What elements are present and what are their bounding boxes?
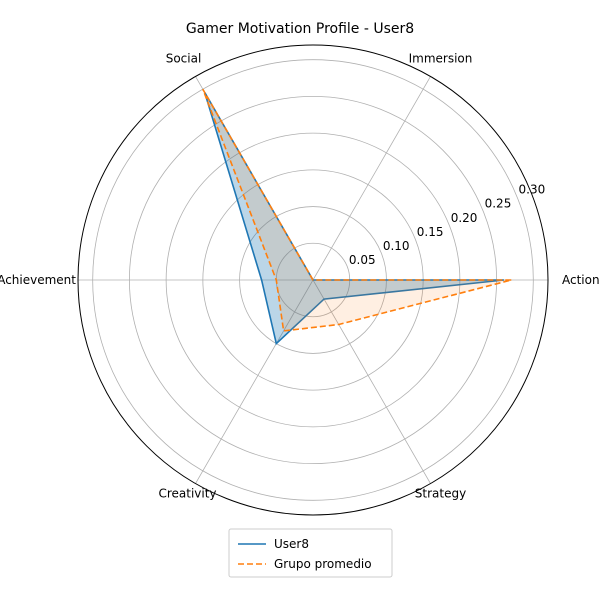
series-fill-user8 (204, 92, 504, 344)
chart-title: Gamer Motivation Profile - User8 (186, 21, 414, 37)
radial-tick-label: 0.25 (485, 197, 512, 211)
category-label-strategy: Strategy (415, 487, 466, 501)
legend-box (228, 528, 393, 578)
radial-tick-label: 0.15 (417, 225, 444, 239)
series-line-grupo-promedio (202, 88, 512, 332)
legend: User8 Grupo promedio (228, 528, 393, 578)
spoke-creativity (195, 279, 314, 484)
radar-labels: Action Immersion Social Achievement Creativi… (0, 51, 600, 500)
category-label-achievement: Achievement (0, 273, 76, 287)
radial-tick-label: 0.30 (519, 183, 546, 197)
radar-series (202, 88, 512, 346)
spoke-strategy (312, 279, 431, 484)
category-label-creativity: Creativity (158, 487, 216, 501)
legend-label-user8: User8 (274, 537, 309, 551)
category-label-action: Action (562, 273, 600, 287)
radial-tick-label: 0.10 (383, 239, 410, 253)
outer-frame (77, 44, 549, 516)
radial-tick-label: 0.05 (349, 253, 376, 267)
radial-tick-label: 0.20 (451, 211, 478, 225)
legend-label-grupo-promedio: Grupo promedio (274, 557, 372, 571)
spoke-immersion (312, 76, 431, 281)
category-label-immersion: Immersion (409, 51, 473, 65)
category-label-social: Social (166, 51, 202, 65)
series-fill-grupo-promedio (202, 89, 512, 331)
